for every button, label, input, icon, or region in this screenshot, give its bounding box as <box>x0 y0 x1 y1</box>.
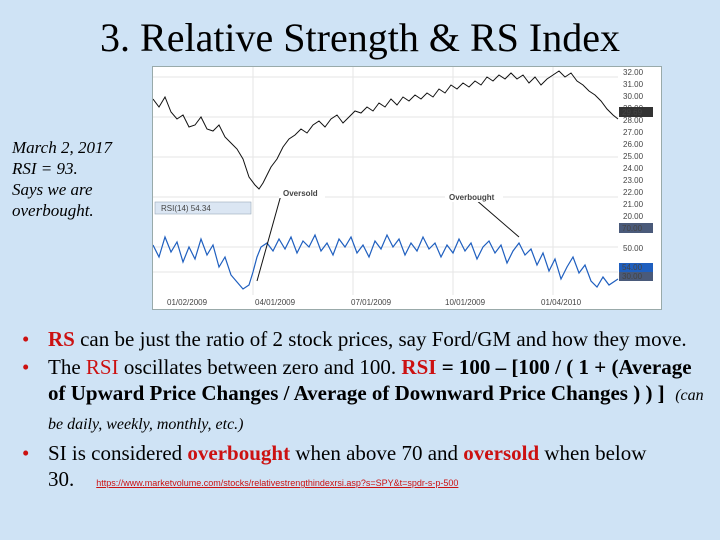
svg-text:07/01/2009: 07/01/2009 <box>351 298 392 307</box>
price-tag <box>619 107 653 117</box>
chart-svg: RSI(14) 54.34 Oversold Overbought 32.00 … <box>153 67 653 307</box>
oversold-box <box>279 187 325 198</box>
svg-text:27.00: 27.00 <box>623 128 644 137</box>
annotation-arrows <box>256 194 520 282</box>
rsi-50-tick: 50.00 <box>623 244 644 253</box>
overbought-box <box>445 191 503 202</box>
bullet-dot: • <box>22 327 30 351</box>
svg-text:54.00: 54.00 <box>622 263 643 272</box>
svg-text:28.00: 28.00 <box>623 116 644 125</box>
svg-text:10/01/2009: 10/01/2009 <box>445 298 486 307</box>
stock-chart-image: RSI(14) 54.34 Oversold Overbought 32.00 … <box>152 66 662 310</box>
price-line <box>153 70 619 190</box>
note-rsi: RSI = 93. <box>12 159 78 178</box>
svg-text:23.00: 23.00 <box>623 176 644 185</box>
price-tag-text: 29.69 <box>622 108 643 117</box>
svg-text:24.00: 24.00 <box>623 164 644 173</box>
rsi-header <box>154 201 252 215</box>
bullet-si: • SI is considered overbought when above … <box>22 441 647 491</box>
svg-text:31.00: 31.00 <box>623 80 644 89</box>
bullet-list: • RS can be just the ratio of 2 stock pri… <box>22 326 714 498</box>
source-link[interactable]: https://www.marketvolume.com/stocks/rela… <box>96 478 459 488</box>
svg-text:25.00: 25.00 <box>623 152 644 161</box>
svg-text:04/01/2009: 04/01/2009 <box>255 298 296 307</box>
rsi-label: RSI(14) 54.34 <box>161 204 211 213</box>
slide-title: 3. Relative Strength & RS Index <box>100 15 620 60</box>
rsi-70-tag <box>619 223 653 233</box>
svg-text:01/02/2009: 01/02/2009 <box>167 298 208 307</box>
overbought-label: Overbought <box>449 193 495 202</box>
note-says: Says we are overbought. <box>12 180 94 220</box>
svg-text:21.00: 21.00 <box>623 200 644 209</box>
svg-text:22.00: 22.00 <box>623 188 644 197</box>
svg-text:32.00: 32.00 <box>623 68 644 77</box>
svg-text:01/04/2010: 01/04/2010 <box>541 298 582 307</box>
rsi-value-tag <box>619 263 653 272</box>
svg-text:30.00: 30.00 <box>623 92 644 101</box>
rsi-30-tag <box>619 272 653 281</box>
side-note: March 2, 2017 RSI = 93. Says we are over… <box>12 137 152 221</box>
bullet-dot: • <box>22 441 30 465</box>
note-date: March 2, 2017 <box>12 138 112 157</box>
svg-text:20.00: 20.00 <box>623 212 644 221</box>
date-axis: 01/02/2009 04/01/2009 07/01/2009 10/01/2… <box>167 298 582 307</box>
svg-text:30.00: 30.00 <box>622 272 643 281</box>
rsi-line <box>153 233 619 290</box>
svg-text:70.00: 70.00 <box>622 224 643 233</box>
bullet-rs: • RS can be just the ratio of 2 stock pri… <box>22 327 687 351</box>
price-axis: 32.00 31.00 30.00 29.00 28.00 27.00 26.0… <box>623 68 644 221</box>
bullet-dot: • <box>22 355 30 379</box>
oversold-label: Oversold <box>283 189 318 198</box>
svg-text:26.00: 26.00 <box>623 140 644 149</box>
bullet-rsi: • The RSI oscillates between zero and 100… <box>22 355 704 433</box>
